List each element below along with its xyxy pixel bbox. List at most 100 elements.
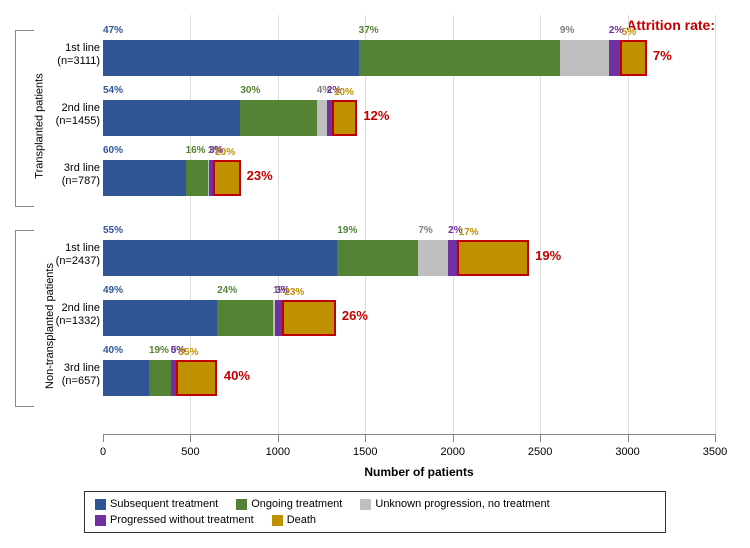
- segment-pct-label: 19%: [149, 345, 169, 356]
- x-tick-label: 3500: [703, 446, 727, 458]
- bar-segment: 47%: [103, 40, 359, 76]
- legend-item: Death: [272, 514, 316, 526]
- segment-pct-label: 47%: [103, 25, 123, 36]
- x-tick-label: 1500: [353, 446, 377, 458]
- row-label: 1st line(n=2437): [45, 242, 100, 268]
- bar-segment: 54%: [103, 100, 240, 136]
- stacked-bar: 40%19%0%5%35%: [103, 360, 218, 396]
- bar-segment: 16%: [186, 160, 208, 196]
- bar-segment: 4%: [317, 100, 327, 136]
- x-tick: [365, 434, 366, 442]
- chart-container: Transplanted patientsNon-transplanted pa…: [15, 15, 735, 435]
- legend-label: Subsequent treatment: [110, 498, 218, 510]
- bar-segment: 35%: [176, 360, 216, 396]
- segment-pct-label: 16%: [186, 145, 206, 156]
- x-tick-label: 500: [181, 446, 199, 458]
- group-bracket: [15, 30, 34, 207]
- x-tick: [715, 434, 716, 442]
- bar-segment: 40%: [103, 360, 149, 396]
- bar-segment: 49%: [103, 300, 217, 336]
- segment-pct-label: 5%: [622, 27, 636, 38]
- x-tick: [190, 434, 191, 442]
- segment-pct-label: 60%: [103, 145, 123, 156]
- legend-swatch: [95, 499, 106, 510]
- bar-segment: 20%: [213, 160, 241, 196]
- x-tick-label: 2000: [440, 446, 464, 458]
- segment-pct-label: 19%: [337, 225, 357, 236]
- x-axis-label: Number of patients: [103, 465, 735, 479]
- row-label: 2nd line(n=1332): [45, 302, 100, 328]
- bar-segment: 10%: [332, 100, 357, 136]
- group-bracket: [15, 230, 34, 407]
- bar-segment: 23%: [282, 300, 336, 336]
- bar-row: 60%16%1%3%20%: [103, 160, 715, 196]
- bar-segment: 17%: [457, 240, 529, 276]
- bar-segment: 60%: [103, 160, 186, 196]
- stacked-bar: 54%30%4%2%10%: [103, 100, 357, 136]
- attrition-title: Attrition rate:: [626, 17, 715, 33]
- x-tick: [453, 434, 454, 442]
- bar-row: 40%19%0%5%35%: [103, 360, 715, 396]
- segment-pct-label: 49%: [103, 285, 123, 296]
- stacked-bar: 55%19%7%2%17%: [103, 240, 529, 276]
- attrition-label: 7%: [653, 48, 672, 63]
- bar-segment: 7%: [418, 240, 448, 276]
- x-tick-label: 1000: [266, 446, 290, 458]
- x-tick: [278, 434, 279, 442]
- segment-pct-label: 30%: [240, 85, 260, 96]
- bar-segment: 24%: [217, 300, 273, 336]
- gridline: [715, 15, 716, 434]
- legend-label: Death: [287, 514, 316, 526]
- segment-pct-label: 24%: [217, 285, 237, 296]
- bar-row: 55%19%7%2%17%: [103, 240, 715, 276]
- stacked-bar: 49%24%1%3%23%: [103, 300, 336, 336]
- attrition-label: 12%: [363, 108, 389, 123]
- bar-segment: 2%: [609, 40, 620, 76]
- x-tick-label: 2500: [528, 446, 552, 458]
- segment-pct-label: 54%: [103, 85, 123, 96]
- legend-item: Progressed without treatment: [95, 514, 254, 526]
- row-label: 1st line(n=3111): [45, 42, 100, 68]
- bar-segment: 37%: [359, 40, 560, 76]
- bar-row: 49%24%1%3%23%: [103, 300, 715, 336]
- segment-pct-label: 23%: [284, 287, 304, 298]
- legend-item: Ongoing treatment: [236, 498, 342, 510]
- bar-row: 47%37%9%2%5%: [103, 40, 715, 76]
- bar-segment: 19%: [149, 360, 171, 396]
- legend-swatch: [236, 499, 247, 510]
- y-labels-column: 1st line(n=3111)2nd line(n=1455)3rd line…: [45, 15, 103, 435]
- x-tick: [103, 434, 104, 442]
- bar-segment: 2%: [448, 240, 457, 276]
- bar-segment: 55%: [103, 240, 337, 276]
- row-label: 3rd line(n=787): [45, 162, 100, 188]
- segment-pct-label: 55%: [103, 225, 123, 236]
- row-label: 3rd line(n=657): [45, 362, 100, 388]
- legend-swatch: [360, 499, 371, 510]
- segment-pct-label: 20%: [215, 147, 235, 158]
- x-tick-label: 0: [100, 446, 106, 458]
- bar-segment: 19%: [337, 240, 418, 276]
- stacked-bar: 60%16%1%3%20%: [103, 160, 241, 196]
- attrition-label: 26%: [342, 308, 368, 323]
- legend-label: Unknown progression, no treatment: [375, 498, 549, 510]
- x-tick: [628, 434, 629, 442]
- legend: Subsequent treatment Ongoing treatment Unk…: [84, 491, 666, 533]
- segment-pct-label: 7%: [418, 225, 432, 236]
- stacked-bar: 47%37%9%2%5%: [103, 40, 647, 76]
- plot-area: Attrition rate: 050010001500200025003000…: [103, 15, 715, 435]
- legend-label: Ongoing treatment: [251, 498, 342, 510]
- bar-segment: 30%: [240, 100, 316, 136]
- x-tick: [540, 434, 541, 442]
- attrition-label: 40%: [224, 368, 250, 383]
- attrition-label: 23%: [247, 168, 273, 183]
- legend-swatch: [95, 515, 106, 526]
- segment-pct-label: 40%: [103, 345, 123, 356]
- legend-item: Unknown progression, no treatment: [360, 498, 549, 510]
- legend-swatch: [272, 515, 283, 526]
- x-tick-label: 3000: [615, 446, 639, 458]
- legend-label: Progressed without treatment: [110, 514, 254, 526]
- segment-pct-label: 35%: [178, 347, 198, 358]
- legend-item: Subsequent treatment: [95, 498, 218, 510]
- attrition-label: 19%: [535, 248, 561, 263]
- group-label: Transplanted patients: [34, 73, 46, 178]
